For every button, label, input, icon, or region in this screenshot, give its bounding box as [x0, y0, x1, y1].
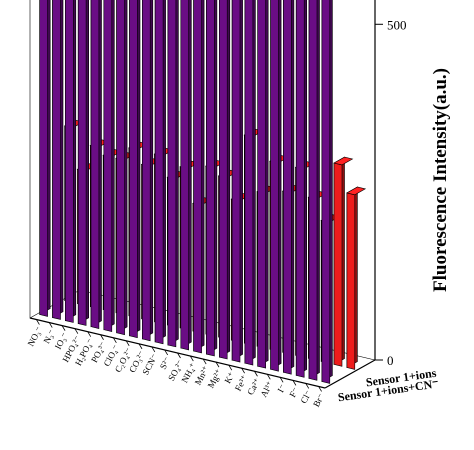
x-tick-mark-11 — [177, 352, 181, 359]
x-tick-mark-8 — [215, 361, 220, 368]
x-tick-mark-2 — [292, 380, 297, 386]
x-tick-mark-6 — [241, 368, 245, 374]
y-axis-title: Fluorescence Intensity(a.u.) — [430, 68, 451, 292]
y-tick-label-0: 0 — [387, 353, 394, 368]
x-tick-mark-10 — [189, 355, 194, 362]
bar-sensor-ions-16 — [116, 0, 128, 336]
bar-sensor-ions-1 — [308, 0, 320, 381]
bar-sensor-ions-22 — [39, 0, 51, 317]
bar-sensor-ions-7 — [231, 0, 243, 363]
bar-sensor-ions-9 — [206, 0, 218, 357]
bar-sensor-ions-3 — [283, 0, 295, 375]
x-tick-label-2: F⁻ — [287, 385, 301, 399]
x-tick-mark-16 — [113, 337, 117, 343]
x-tick-mark-9 — [202, 358, 207, 365]
bar-sensor-ions-8 — [219, 0, 231, 360]
y-tick-label-1: 500 — [387, 17, 407, 32]
x-tick-mark-4 — [266, 374, 271, 380]
bar-sensor-ions-10 — [193, 0, 205, 354]
bar-sensor-ions-0 — [321, 0, 333, 384]
bar-sensor-ions-18 — [90, 0, 102, 329]
x-tick-mark-14 — [138, 343, 143, 350]
bar-sensor-ions-11 — [180, 0, 192, 351]
x-tick-mark-5 — [254, 371, 258, 377]
bar-sensor-ions-12 — [167, 0, 179, 348]
x-tick-mark-19 — [74, 328, 79, 334]
bar-sensor-ions-4 — [270, 0, 282, 372]
x-tick-mark-13 — [151, 346, 156, 353]
bar-sensor-ions-5 — [257, 0, 269, 369]
bar-sensor-ions-2 — [295, 0, 308, 378]
bar-sensor-ions-15 — [129, 0, 141, 339]
bar-sensor-ions-cn-0 — [346, 186, 367, 370]
bar-sensor-ions-cn-1 — [333, 156, 354, 367]
bar-sensor-ions-17 — [103, 0, 115, 332]
x-tick-mark-12 — [164, 349, 169, 356]
x-tick-mark-3 — [279, 377, 284, 383]
bar-sensor-ions-13 — [154, 0, 166, 345]
x-tick-mark-18 — [87, 331, 92, 337]
x-tick-mark-15 — [125, 340, 130, 347]
x-tick-mark-17 — [100, 334, 104, 340]
x-tick-mark-1 — [305, 383, 310, 389]
x-tick-label-3: I⁻ — [275, 382, 288, 394]
bar-sensor-ions-6 — [244, 0, 256, 366]
x-tick-label-7: K⁺ — [222, 370, 236, 385]
bar-sensor-ions-14 — [142, 0, 154, 342]
bar-sensor-ions-19 — [77, 0, 89, 326]
x-tick-label-22: NO₃⁻ — [26, 325, 45, 348]
x-tick-mark-0 — [318, 386, 322, 392]
series-axis-line — [324, 359, 376, 389]
bar-sensor-ions-21 — [52, 0, 64, 320]
bar-sensor-ions-20 — [65, 0, 77, 323]
x-tick-mark-7 — [228, 364, 233, 371]
x-tick-mark-20 — [61, 325, 66, 331]
x-tick-label-0: Br⁻ — [311, 392, 326, 409]
x-tick-mark-22 — [36, 319, 40, 325]
x-tick-mark-21 — [48, 322, 53, 328]
